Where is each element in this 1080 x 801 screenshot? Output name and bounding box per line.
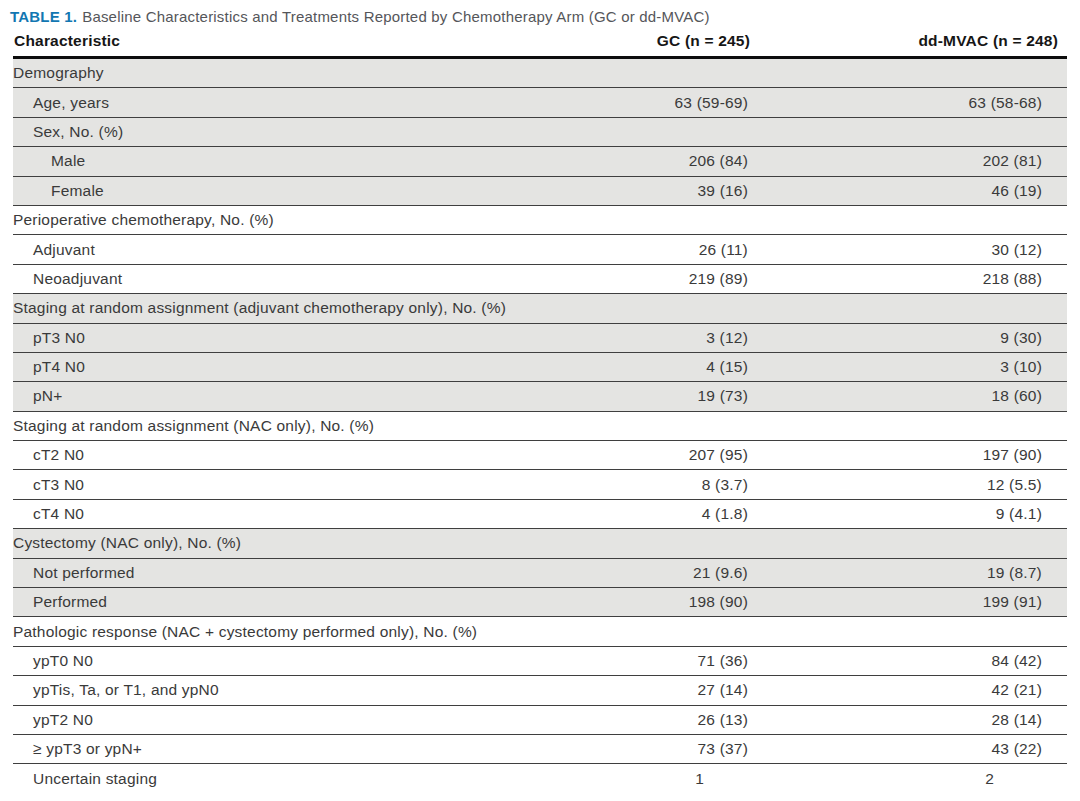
gc-value-cell: 206 (84): [588, 152, 748, 170]
ddmvac-value-cell: 63 (58-68): [748, 94, 1042, 112]
column-header-characteristic: Characteristic: [14, 32, 590, 50]
gc-value-cell: 4 (15): [588, 358, 748, 376]
row-pn-plus: pN+ 19 (73) 18 (60): [13, 382, 1067, 411]
gc-value-cell: 73 (37): [588, 740, 748, 758]
gc-value-cell: 26 (13): [588, 711, 748, 729]
ddmvac-value-cell: 42 (21): [748, 681, 1042, 699]
ddmvac-value-cell: 202 (81): [748, 152, 1042, 170]
gc-value-cell: 21 (9.6): [588, 564, 748, 582]
row-label: Adjuvant: [13, 241, 588, 259]
row-yptis-ta-t1-ypn0: ypTis, Ta, or T1, and ypN0 27 (14) 42 (2…: [13, 676, 1067, 705]
row-label: ypTis, Ta, or T1, and ypN0: [13, 681, 588, 699]
row-label: pN+: [13, 387, 588, 405]
row-label: cT4 N0: [13, 505, 588, 523]
ddmvac-value-cell: 197 (90): [748, 446, 1042, 464]
gc-value-cell: 71 (36): [588, 652, 748, 670]
ddmvac-value-cell: 199 (91): [748, 593, 1042, 611]
row-label: ypT0 N0: [13, 652, 588, 670]
row-label: Performed: [13, 593, 588, 611]
row-ct4-n0: cT4 N0 4 (1.8) 9 (4.1): [13, 500, 1067, 529]
row-label: Demography: [13, 64, 588, 82]
ddmvac-value-cell: 30 (12): [748, 241, 1042, 259]
baseline-characteristics-table: Characteristic GC (n = 245) dd-MVAC (n =…: [13, 25, 1067, 794]
row-age-years: Age, years 63 (59-69) 63 (58-68): [13, 88, 1067, 117]
row-label: Sex, No. (%): [13, 123, 588, 141]
row-label: Neoadjuvant: [13, 270, 588, 288]
column-header-gc: GC (n = 245): [590, 32, 750, 50]
row-ypt2-n0: ypT2 N0 26 (13) 28 (14): [13, 706, 1067, 735]
row-label: Female: [13, 182, 588, 200]
gc-value-cell: 19 (73): [588, 387, 748, 405]
row-sex: Sex, No. (%): [13, 118, 1067, 147]
gc-value-cell: 39 (16): [588, 182, 748, 200]
row-label: Cystectomy (NAC only), No. (%): [13, 534, 588, 552]
table-caption: TABLE 1. Baseline Characteristics and Tre…: [10, 8, 1080, 25]
row-label: ≥ ypT3 or ypN+: [13, 740, 588, 758]
row-demography: Demography: [13, 59, 1067, 88]
gc-value-cell: 26 (11): [588, 241, 748, 259]
row-cystectomy: Cystectomy (NAC only), No. (%): [13, 529, 1067, 558]
ddmvac-value-cell: 2: [748, 770, 1042, 788]
row-label: cT3 N0: [13, 476, 588, 494]
row-male: Male 206 (84) 202 (81): [13, 147, 1067, 176]
ddmvac-value-cell: 9 (4.1): [748, 505, 1042, 523]
row-label: Not performed: [13, 564, 588, 582]
row-ypt0-n0: ypT0 N0 71 (36) 84 (42): [13, 647, 1067, 676]
row-label: Male: [13, 152, 588, 170]
gc-value-cell: 198 (90): [588, 593, 748, 611]
gc-value-cell: 27 (14): [588, 681, 748, 699]
row-label: Age, years: [13, 94, 588, 112]
row-pt4-n0: pT4 N0 4 (15) 3 (10): [13, 353, 1067, 382]
table-header-row: Characteristic GC (n = 245) dd-MVAC (n =…: [13, 25, 1067, 59]
row-label: ypT2 N0: [13, 711, 588, 729]
row-adjuvant: Adjuvant 26 (11) 30 (12): [13, 235, 1067, 264]
ddmvac-value-cell: 18 (60): [748, 387, 1042, 405]
table-caption-text: Baseline Characteristics and Treatments …: [82, 8, 710, 25]
ddmvac-value-cell: 19 (8.7): [748, 564, 1042, 582]
ddmvac-value-cell: 3 (10): [748, 358, 1042, 376]
gc-value-cell: 3 (12): [588, 329, 748, 347]
row-uncertain-staging: Uncertain staging 1 2: [13, 764, 1067, 793]
table-caption-label: TABLE 1.: [10, 8, 77, 25]
row-label: Pathologic response (NAC + cystectomy pe…: [13, 623, 588, 641]
gc-value-cell: 63 (59-69): [588, 94, 748, 112]
row-label: pT3 N0: [13, 329, 588, 347]
row-neoadjuvant: Neoadjuvant 219 (89) 218 (88): [13, 265, 1067, 294]
row-female: Female 39 (16) 46 (19): [13, 177, 1067, 206]
row-label: cT2 N0: [13, 446, 588, 464]
row-not-performed: Not performed 21 (9.6) 19 (8.7): [13, 559, 1067, 588]
ddmvac-value-cell: 9 (30): [748, 329, 1042, 347]
row-perioperative-chemotherapy: Perioperative chemotherapy, No. (%): [13, 206, 1067, 235]
row-ct2-n0: cT2 N0 207 (95) 197 (90): [13, 441, 1067, 470]
row-performed: Performed 198 (90) 199 (91): [13, 588, 1067, 617]
row-ge-ypt3-or-ypn-plus: ≥ ypT3 or ypN+ 73 (37) 43 (22): [13, 735, 1067, 764]
row-label: Perioperative chemotherapy, No. (%): [13, 211, 588, 229]
ddmvac-value-cell: 28 (14): [748, 711, 1042, 729]
row-label: Staging at random assignment (NAC only),…: [13, 417, 588, 435]
row-pt3-n0: pT3 N0 3 (12) 9 (30): [13, 324, 1067, 353]
ddmvac-value-cell: 84 (42): [748, 652, 1042, 670]
gc-value-cell: 219 (89): [588, 270, 748, 288]
column-header-ddmvac: dd-MVAC (n = 248): [750, 32, 1058, 50]
gc-value-cell: 207 (95): [588, 446, 748, 464]
ddmvac-value-cell: 12 (5.5): [748, 476, 1042, 494]
ddmvac-value-cell: 218 (88): [748, 270, 1042, 288]
row-label: Staging at random assignment (adjuvant c…: [13, 299, 588, 317]
row-pathologic-response: Pathologic response (NAC + cystectomy pe…: [13, 617, 1067, 646]
gc-value-cell: 1: [588, 770, 748, 788]
ddmvac-value-cell: 43 (22): [748, 740, 1042, 758]
row-staging-adjuvant-only: Staging at random assignment (adjuvant c…: [13, 294, 1067, 323]
ddmvac-value-cell: 46 (19): [748, 182, 1042, 200]
row-label: Uncertain staging: [13, 770, 588, 788]
gc-value-cell: 4 (1.8): [588, 505, 748, 523]
row-staging-nac-only: Staging at random assignment (NAC only),…: [13, 412, 1067, 441]
row-label: pT4 N0: [13, 358, 588, 376]
gc-value-cell: 8 (3.7): [588, 476, 748, 494]
row-ct3-n0: cT3 N0 8 (3.7) 12 (5.5): [13, 470, 1067, 499]
